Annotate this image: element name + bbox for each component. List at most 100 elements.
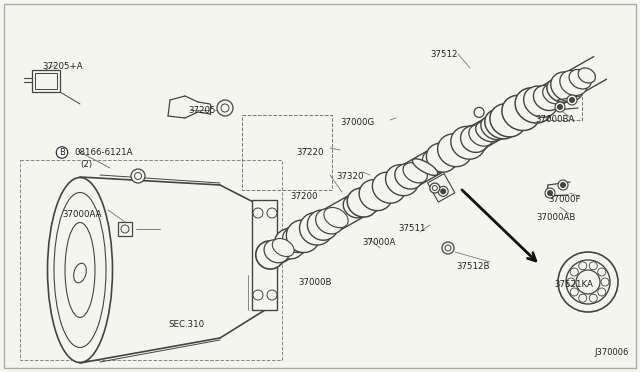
Ellipse shape <box>502 95 540 131</box>
Circle shape <box>253 290 263 300</box>
Ellipse shape <box>560 70 588 96</box>
Ellipse shape <box>370 177 399 204</box>
Circle shape <box>598 288 605 296</box>
Ellipse shape <box>74 263 86 283</box>
Ellipse shape <box>372 172 405 203</box>
Ellipse shape <box>427 144 456 171</box>
Bar <box>540 92 582 120</box>
Ellipse shape <box>451 131 480 158</box>
Text: 37200: 37200 <box>290 192 317 201</box>
Ellipse shape <box>569 70 591 89</box>
Ellipse shape <box>356 184 386 211</box>
Ellipse shape <box>403 163 428 183</box>
Ellipse shape <box>316 209 343 234</box>
Ellipse shape <box>460 125 489 153</box>
Circle shape <box>253 208 263 218</box>
Circle shape <box>570 268 579 276</box>
Ellipse shape <box>293 219 323 247</box>
Ellipse shape <box>578 68 595 83</box>
Text: B: B <box>59 148 65 157</box>
Circle shape <box>432 186 437 190</box>
Ellipse shape <box>296 218 326 246</box>
Bar <box>242 115 332 190</box>
Ellipse shape <box>485 109 516 139</box>
Circle shape <box>561 183 566 187</box>
Circle shape <box>558 252 618 312</box>
Ellipse shape <box>303 214 333 241</box>
Ellipse shape <box>412 159 438 175</box>
Circle shape <box>474 108 484 118</box>
Circle shape <box>442 242 454 254</box>
Ellipse shape <box>283 227 310 253</box>
Ellipse shape <box>484 109 517 139</box>
Text: 37000B: 37000B <box>298 278 332 287</box>
Circle shape <box>134 173 141 180</box>
Text: (2): (2) <box>80 160 92 169</box>
Ellipse shape <box>508 97 540 126</box>
Text: 37205+A: 37205+A <box>42 62 83 71</box>
Ellipse shape <box>347 188 378 217</box>
Ellipse shape <box>515 88 553 123</box>
Bar <box>20 160 282 360</box>
Ellipse shape <box>524 86 557 117</box>
Text: 37000BA: 37000BA <box>535 115 574 124</box>
Circle shape <box>589 294 597 302</box>
Text: 37000F: 37000F <box>548 195 580 204</box>
Ellipse shape <box>519 90 550 119</box>
Bar <box>118 222 132 236</box>
Text: 37000A: 37000A <box>362 238 396 247</box>
Ellipse shape <box>426 143 457 172</box>
Ellipse shape <box>385 165 419 196</box>
Circle shape <box>547 190 552 196</box>
Bar <box>35 73 57 89</box>
Ellipse shape <box>305 213 335 240</box>
Ellipse shape <box>282 226 311 254</box>
Ellipse shape <box>547 78 574 102</box>
Ellipse shape <box>422 150 447 173</box>
Ellipse shape <box>432 141 461 169</box>
Ellipse shape <box>359 180 392 211</box>
Ellipse shape <box>352 187 381 214</box>
Ellipse shape <box>348 189 377 216</box>
Ellipse shape <box>551 72 583 102</box>
Ellipse shape <box>291 221 321 248</box>
Ellipse shape <box>292 220 322 248</box>
Text: 37220: 37220 <box>296 148 323 157</box>
Ellipse shape <box>282 227 312 254</box>
Text: 37511: 37511 <box>398 224 426 233</box>
Bar <box>32 70 60 92</box>
Ellipse shape <box>275 229 305 259</box>
Ellipse shape <box>65 222 95 317</box>
Ellipse shape <box>47 177 113 362</box>
Ellipse shape <box>469 125 493 146</box>
Ellipse shape <box>543 84 565 104</box>
Circle shape <box>121 225 129 233</box>
Circle shape <box>579 294 587 302</box>
Circle shape <box>589 262 597 270</box>
Ellipse shape <box>481 116 508 140</box>
Ellipse shape <box>533 85 561 110</box>
Ellipse shape <box>438 134 472 167</box>
Polygon shape <box>428 174 455 202</box>
Ellipse shape <box>436 138 466 166</box>
Circle shape <box>267 208 277 218</box>
Text: 08166-6121A: 08166-6121A <box>74 148 132 157</box>
Circle shape <box>570 288 579 296</box>
Ellipse shape <box>54 192 106 347</box>
Ellipse shape <box>264 240 289 263</box>
Circle shape <box>545 188 555 198</box>
Ellipse shape <box>324 208 348 228</box>
Ellipse shape <box>387 167 417 194</box>
Circle shape <box>555 102 565 112</box>
Ellipse shape <box>513 93 545 123</box>
Circle shape <box>441 189 445 194</box>
Circle shape <box>598 268 605 276</box>
Circle shape <box>438 186 448 196</box>
Text: 37512B: 37512B <box>456 262 490 271</box>
Circle shape <box>566 260 610 304</box>
Ellipse shape <box>301 215 331 243</box>
Ellipse shape <box>284 225 314 252</box>
Ellipse shape <box>446 133 475 161</box>
Ellipse shape <box>343 195 369 218</box>
Ellipse shape <box>502 100 534 129</box>
